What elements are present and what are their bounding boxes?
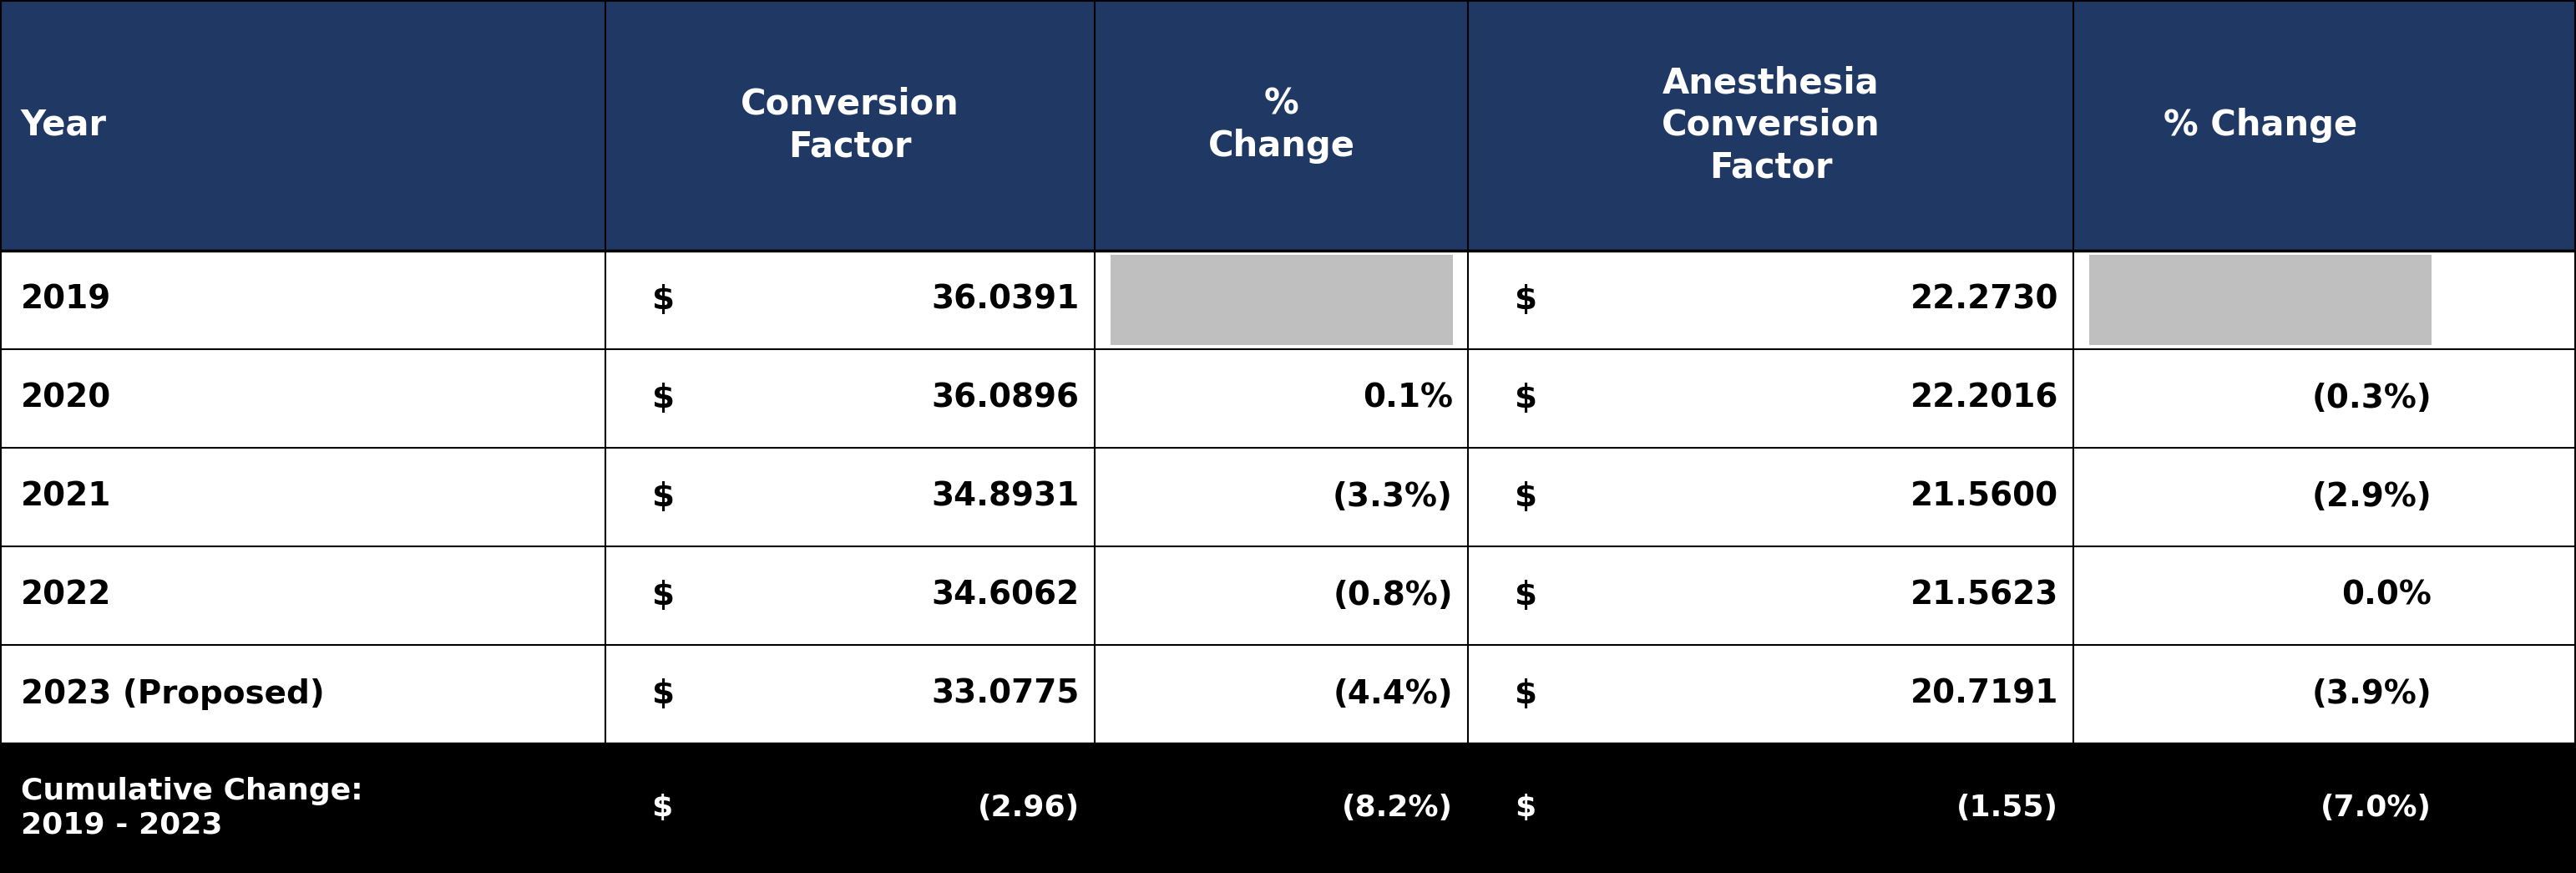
Text: $: $ [1515,794,1535,822]
Text: 22.2730: 22.2730 [1909,284,2058,316]
Text: (0.3%): (0.3%) [2311,382,2432,415]
Text: %
Change: % Change [1208,86,1355,164]
Text: $: $ [652,678,675,710]
Text: Anesthesia
Conversion
Factor: Anesthesia Conversion Factor [1662,65,1880,185]
Text: Year: Year [21,107,106,143]
Text: 2023 (Proposed): 2023 (Proposed) [21,678,325,710]
Text: Cumulative Change:
2019 - 2023: Cumulative Change: 2019 - 2023 [21,777,363,840]
Text: 36.0391: 36.0391 [933,284,1079,316]
Text: $: $ [652,382,675,415]
Text: (2.96): (2.96) [976,794,1079,822]
Text: (1.55): (1.55) [1955,794,2058,822]
Text: 2021: 2021 [21,481,111,513]
Text: $: $ [652,580,675,611]
Text: 0.0%: 0.0% [2342,580,2432,611]
Text: (8.2%): (8.2%) [1342,794,1453,822]
Text: 34.6062: 34.6062 [933,580,1079,611]
Text: 21.5623: 21.5623 [1911,580,2058,611]
Bar [0,251,2576,349]
Bar [0,349,2576,448]
Bar [0,448,2576,546]
Text: 33.0775: 33.0775 [933,678,1079,710]
Bar [0,744,2576,873]
Text: (2.9%): (2.9%) [2311,481,2432,513]
Bar [0,0,2576,251]
Text: Conversion
Factor: Conversion Factor [742,86,958,164]
Text: $: $ [652,794,672,822]
Text: $: $ [1515,382,1538,415]
Text: 36.0896: 36.0896 [933,382,1079,415]
Text: $: $ [652,284,675,316]
Bar [0,546,2576,645]
Text: (4.4%): (4.4%) [1332,678,1453,710]
Text: $: $ [1515,481,1538,513]
Text: 2020: 2020 [21,382,111,415]
Text: (7.0%): (7.0%) [2321,794,2432,822]
Bar [0,645,2576,744]
Text: $: $ [652,481,675,513]
Text: 22.2016: 22.2016 [1911,382,2058,415]
Text: (3.9%): (3.9%) [2311,678,2432,710]
Bar [2089,255,2432,345]
Text: 0.1%: 0.1% [1363,382,1453,415]
Bar [1110,255,1453,345]
Text: (3.3%): (3.3%) [1332,481,1453,513]
Text: 21.5600: 21.5600 [1911,481,2058,513]
Text: 2019: 2019 [21,284,111,316]
Text: 2022: 2022 [21,580,111,611]
Text: 20.7191: 20.7191 [1911,678,2058,710]
Text: $: $ [1515,580,1538,611]
Text: % Change: % Change [2164,107,2357,143]
Text: (0.8%): (0.8%) [1332,580,1453,611]
Text: $: $ [1515,284,1538,316]
Text: $: $ [1515,678,1538,710]
Text: 34.8931: 34.8931 [933,481,1079,513]
